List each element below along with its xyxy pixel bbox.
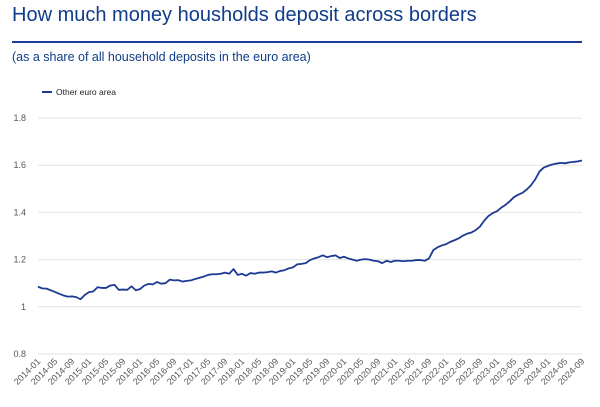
y-tick-label: 1.6 — [13, 160, 26, 170]
gridlines — [38, 117, 582, 355]
y-tick-label: 1.2 — [13, 255, 26, 265]
y-tick-label: 1.8 — [13, 113, 26, 123]
chart-subtitle: (as a share of all household deposits in… — [12, 50, 311, 64]
series-line-other-euro-area — [37, 159, 583, 301]
y-axis: 0.8 1 1.2 1.4 1.6 1.8 — [13, 113, 26, 359]
plot-area — [37, 159, 583, 301]
legend-label: Other euro area — [56, 87, 116, 97]
chart-title: How much money housholds deposit across … — [12, 4, 477, 26]
y-tick-label: 1 — [21, 302, 26, 312]
x-axis: 2014-012014-052014-092015-012015-052015-… — [12, 356, 586, 386]
y-tick-label: 1.4 — [13, 207, 26, 217]
title-divider — [12, 41, 582, 43]
legend: Other euro area — [42, 87, 116, 97]
y-tick-label: 0.8 — [13, 349, 26, 359]
